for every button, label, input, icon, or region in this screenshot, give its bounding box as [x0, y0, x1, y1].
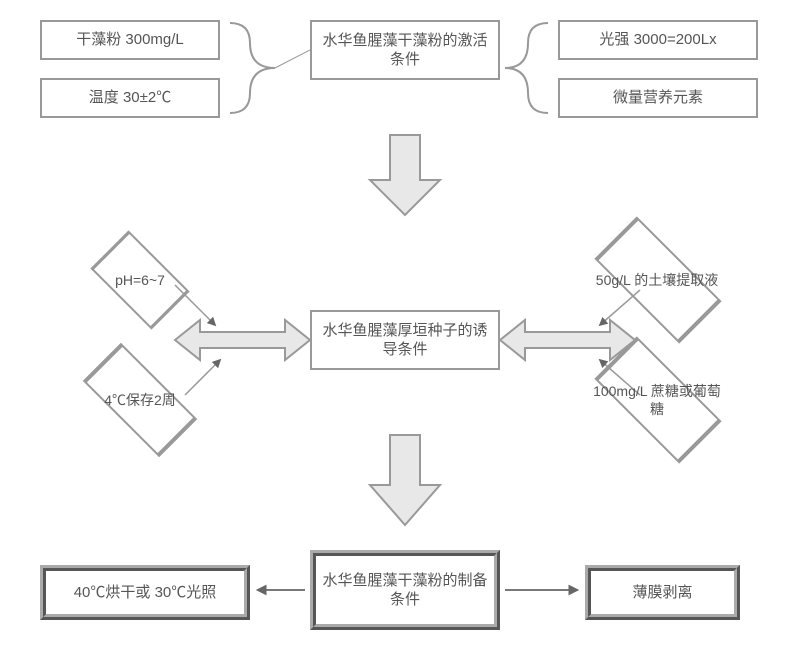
label: 50g/L 的土壤提取液 [596, 271, 718, 289]
arrow-to-right-bevel [500, 580, 585, 600]
box-temperature: 温度 30±2℃ [40, 78, 220, 118]
label: 光强 3000=200Lx [599, 30, 716, 50]
arrow-to-left-bevel [250, 580, 310, 600]
label: pH=6~7 [115, 271, 165, 289]
bevel-dry-light: 40℃烘干或 30℃光照 [40, 565, 250, 620]
box-light-intensity: 光强 3000=200Lx [558, 20, 758, 60]
label: 40℃烘干或 30℃光照 [74, 583, 217, 603]
box-dry-powder-dose: 干藻粉 300mg/L [40, 20, 220, 60]
label: 微量营养元素 [613, 88, 703, 108]
label: 干藻粉 300mg/L [76, 30, 184, 50]
label: 水华鱼腥藻厚垣种子的诱导条件 [316, 321, 494, 360]
big-arrow-1 [360, 130, 450, 220]
label: 薄膜剥离 [632, 583, 692, 603]
label: 水华鱼腥藻干藻粉的激活条件 [316, 31, 494, 70]
brace-right-row1 [500, 18, 558, 118]
label: 100mg/L 蔗糖或葡萄糖 [592, 382, 722, 418]
label: 温度 30±2℃ [89, 88, 171, 108]
box-activation-conditions: 水华鱼腥藻干藻粉的激活条件 [310, 20, 500, 80]
bevel-film-peel: 薄膜剥离 [585, 565, 740, 620]
box-induction-conditions: 水华鱼腥藻厚垣种子的诱导条件 [310, 310, 500, 370]
brace-left-row1 [220, 18, 310, 118]
big-arrow-2 [360, 430, 450, 530]
label: 水华鱼腥藻干藻粉的制备条件 [320, 571, 490, 610]
bevel-prep-conditions: 水华鱼腥藻干藻粉的制备条件 [310, 550, 500, 630]
link-soil-to-arrow [585, 285, 665, 335]
label: 4℃保存2周 [104, 391, 176, 409]
box-micronutrients: 微量营养元素 [558, 78, 758, 118]
